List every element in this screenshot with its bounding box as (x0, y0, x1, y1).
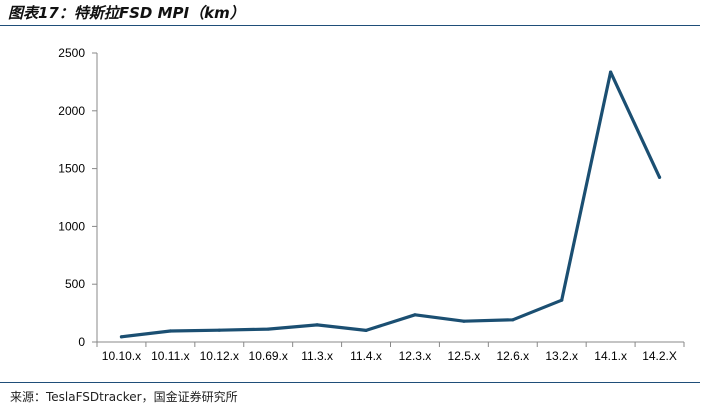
x-tick-label: 13.2.x (545, 349, 578, 363)
y-tick-label: 1500 (58, 162, 85, 176)
data-point (560, 298, 564, 302)
x-tick-label: 10.10.x (102, 349, 141, 363)
data-point (168, 329, 172, 333)
y-tick-label: 500 (65, 277, 85, 291)
series-group (119, 70, 662, 339)
data-point (315, 323, 319, 327)
x-tick-label: 11.3.x (301, 349, 333, 363)
x-tick-label: 14.1.x (594, 349, 627, 363)
x-tick-label: 11.4.x (350, 349, 382, 363)
chart-title: 图表17：特斯拉FSD MPI（km） (8, 4, 245, 22)
y-tick-label: 0 (78, 335, 85, 349)
y-axis: 0 500 1000 1500 2000 2500 (58, 46, 98, 349)
y-tick-label: 1000 (58, 219, 85, 233)
x-tick-label: 10.69.x (249, 349, 288, 363)
header-divider (0, 25, 700, 26)
data-point (119, 335, 124, 339)
data-point (462, 319, 466, 323)
y-tick-label: 2500 (58, 46, 85, 60)
data-point (609, 70, 613, 74)
data-point (364, 328, 368, 333)
x-axis: 10.10.x 10.11.x 10.12.x 10.69.x 11.3.x 11.4.x… (96, 341, 685, 363)
y-tick-label: 2000 (58, 104, 85, 118)
x-tick-label: 10.12.x (200, 349, 239, 363)
footer-divider (0, 382, 700, 383)
x-tick-label: 10.11.x (151, 349, 189, 363)
data-point (657, 175, 662, 179)
x-tick-label: 14.2.X (642, 349, 677, 363)
series-line (119, 70, 662, 339)
x-tick-label: 12.6.x (496, 349, 529, 363)
source-note: 来源：TeslaFSDtracker，国金证券研究所 (10, 390, 238, 404)
data-point (511, 318, 515, 322)
x-tick-label: 12.5.x (448, 349, 481, 363)
x-tick-label: 12.3.x (399, 349, 432, 363)
data-point (217, 328, 221, 332)
data-point (266, 327, 270, 331)
data-point (413, 313, 417, 317)
